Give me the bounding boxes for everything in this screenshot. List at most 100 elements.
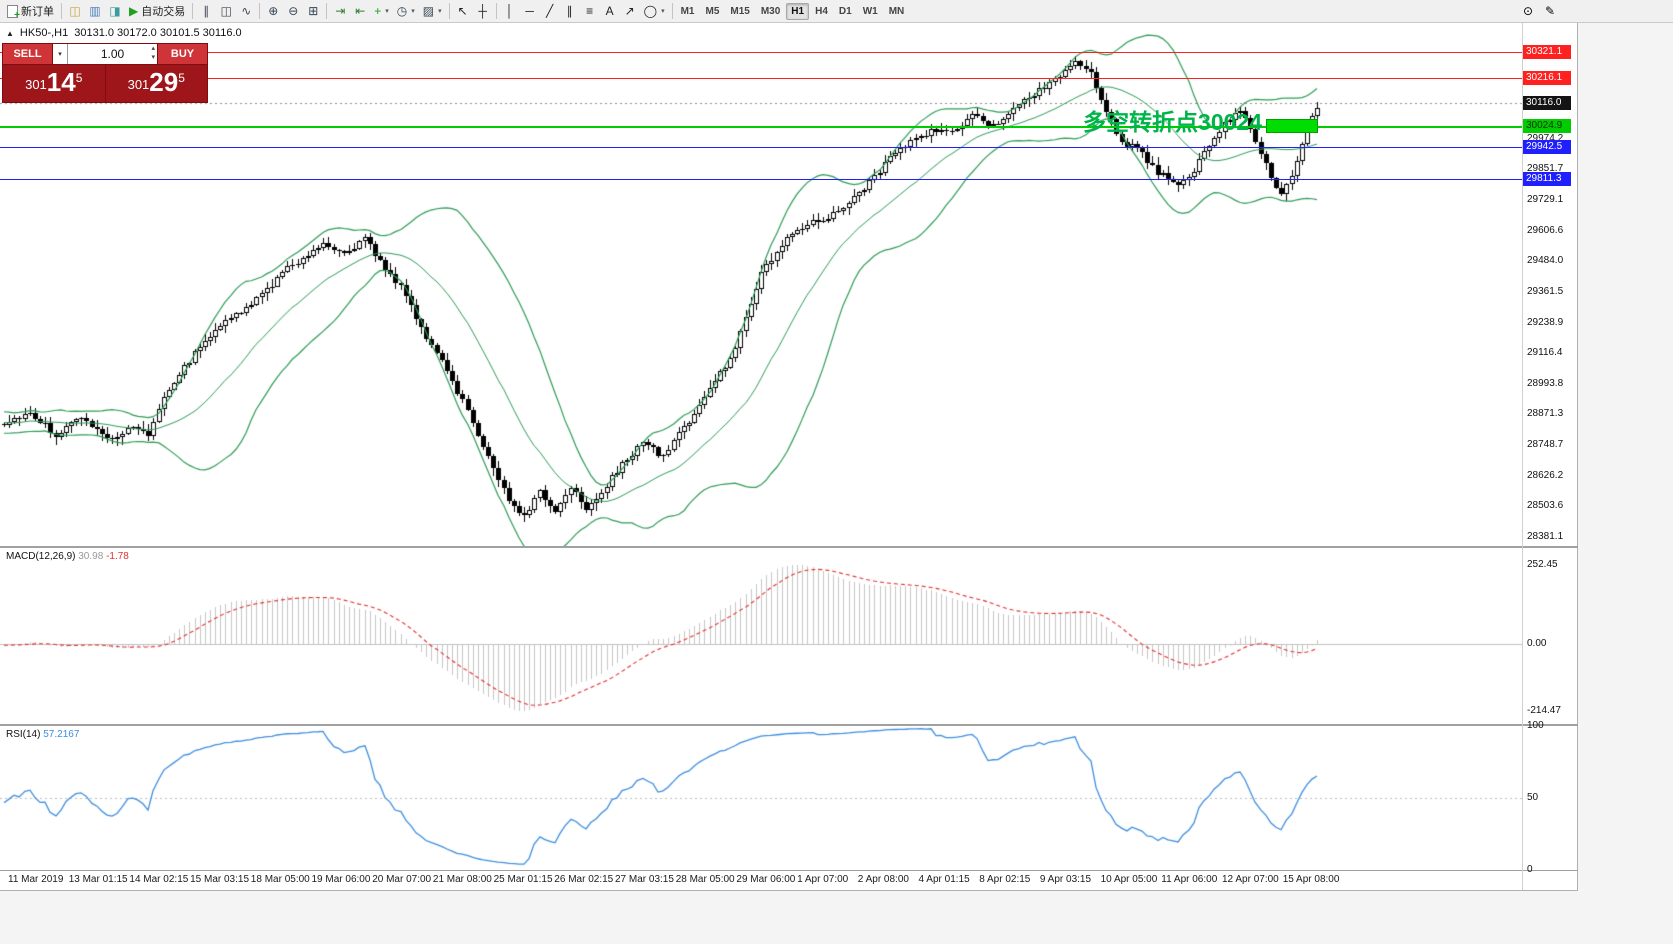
price-chart-canvas[interactable] (0, 23, 1522, 546)
rsi-indicator-label: RSI(14) 57.2167 (6, 729, 79, 740)
lot-spinner[interactable]: ▴ ▾ (151, 45, 155, 63)
new-order-icon: + (7, 4, 20, 20)
resistance-line-2[interactable] (0, 78, 1522, 79)
support-line-1-badge: 29942.5 (1523, 139, 1571, 154)
magnifier-button[interactable]: ⊙ (1518, 1, 1538, 21)
new-chart-button[interactable]: ◫ (65, 1, 85, 21)
panel-separator[interactable] (0, 546, 1578, 548)
timeframe-m30-button[interactable]: M30 (760, 5, 781, 17)
fibonacci-button[interactable]: ≡ (580, 1, 600, 21)
buy-price-display[interactable]: 301 29 5 (106, 65, 208, 102)
lot-dropdown-button[interactable]: ▾ (53, 44, 68, 64)
support-line-1[interactable] (0, 147, 1522, 148)
sell-button[interactable]: SELL (3, 44, 53, 64)
chevron-down-icon: ▾ (58, 51, 62, 58)
indicators-button[interactable]: + ▾ (370, 1, 393, 21)
horizontal-line-button[interactable]: ─ (520, 1, 540, 21)
bar-chart-button[interactable]: ∥ (196, 1, 216, 21)
price-axis[interactable]: 30116.0 29974.2 29851.7 29729.1 29606.6 2948… (1522, 23, 1578, 890)
pivot-line[interactable] (0, 126, 1522, 128)
timeframe-mn-button[interactable]: MN (888, 5, 905, 17)
edit-button[interactable]: ✎ (1540, 1, 1560, 21)
channel-button[interactable]: ∥ (560, 1, 580, 21)
macd-panel-canvas[interactable] (0, 548, 1522, 724)
chevron-down-icon: ▾ (438, 8, 442, 15)
toolbar-separator (61, 3, 62, 19)
price-tick-label: 28381.1 (1527, 531, 1564, 542)
arrow-object-button[interactable]: ↗ (620, 1, 640, 21)
buy-price-big: 29 (149, 67, 179, 97)
periods-button[interactable]: ◷ ▾ (393, 1, 419, 21)
chevron-down-icon: ▾ (661, 8, 665, 15)
chart-objects-layer (0, 23, 1522, 890)
chart-symbol-info: ▲ HK50-,H1 30131.0 30172.0 30101.5 30116… (6, 27, 242, 39)
timeframe-d1-button[interactable]: D1 (838, 5, 852, 17)
support-line-2-badge: 29811.3 (1523, 172, 1571, 187)
resistance-line-1[interactable] (0, 52, 1522, 53)
time-tick-label: 8 Apr 02:15 (979, 874, 1031, 885)
indicators-plus-icon: + (374, 4, 382, 18)
timeframe-w1-button[interactable]: W1 (862, 5, 878, 17)
price-tick-label: 29606.6 (1527, 224, 1564, 236)
time-axis[interactable]: 11 Mar 2019 13 Mar 01:15 14 Mar 02:15 15 Ma… (0, 871, 1522, 890)
timeframe-h4-button[interactable]: H4 (815, 5, 828, 17)
price-tick-label: 29238.9 (1527, 316, 1564, 328)
zoom-in-button[interactable]: ⊕ (263, 1, 283, 21)
time-tick-label: 10 Apr 05:00 (1100, 874, 1158, 885)
auto-scroll-button[interactable]: ⇥ (330, 1, 350, 21)
timeframe-m5-button[interactable]: M5 (705, 5, 720, 17)
one-click-toggle-icon[interactable]: ▲ (6, 28, 14, 38)
zoom-out-button[interactable]: ⊖ (283, 1, 303, 21)
chart-shift-button[interactable]: ⇤ (350, 1, 370, 21)
zoom-in-icon: ⊕ (268, 4, 279, 18)
tile-windows-button[interactable]: ⊞ (303, 1, 323, 21)
text-button[interactable]: A (600, 1, 620, 21)
arrow-object-icon: ↗ (624, 4, 635, 18)
timeframe-h1-button[interactable]: H1 (786, 2, 810, 20)
macd-title: MACD(12,26,9) (6, 551, 76, 562)
template-icon: ▨ (422, 4, 435, 18)
pivot-annotation-text[interactable]: 多空转折点30024 (1083, 109, 1262, 135)
spinner-up-icon[interactable]: ▴ (151, 45, 155, 52)
buy-button[interactable]: BUY (157, 44, 207, 64)
data-window-button[interactable]: ◨ (105, 1, 125, 21)
sell-price-display[interactable]: 301 14 5 (3, 65, 106, 102)
crosshair-button[interactable]: ┼ (473, 1, 493, 21)
text-icon: A (605, 4, 614, 18)
pivot-annotation-rectangle[interactable] (1266, 119, 1318, 133)
templates-button[interactable]: ▨ ▾ (419, 1, 446, 21)
magnifier-icon: ⊙ (1522, 4, 1534, 18)
autotrading-button[interactable]: ▶ 自动交易 (125, 1, 189, 21)
ohlc-values-label: 30131.0 30172.0 30101.5 30116.0 (74, 27, 242, 39)
vertical-line-button[interactable]: │ (500, 1, 520, 21)
time-tick-label: 29 Mar 06:00 (736, 874, 796, 885)
vertical-line-icon: │ (505, 4, 514, 18)
time-tick-label: 13 Mar 01:15 (68, 874, 128, 885)
panel-separator[interactable] (0, 870, 1578, 871)
chart-window: ▲ HK50-,H1 30131.0 30172.0 30101.5 30116… (0, 23, 1673, 944)
new-order-button[interactable]: + 新订单 (3, 1, 58, 21)
line-chart-button[interactable]: ∿ (236, 1, 256, 21)
profiles-button[interactable]: ▥ (85, 1, 105, 21)
channel-icon: ∥ (566, 4, 573, 18)
line-chart-icon: ∿ (241, 4, 252, 18)
spinner-down-icon[interactable]: ▾ (151, 54, 155, 61)
timeframe-m1-button[interactable]: M1 (680, 5, 695, 17)
rsi-tick-label: 0 (1527, 864, 1533, 875)
cursor-button[interactable]: ↖ (453, 1, 473, 21)
lot-size-input[interactable]: 1.00 ▴ ▾ (68, 44, 157, 64)
one-click-top-row: SELL ▾ 1.00 ▴ ▾ BUY (3, 44, 207, 65)
panel-separator[interactable] (0, 724, 1578, 726)
rsi-panel-canvas[interactable] (0, 726, 1522, 870)
candlestick-chart-button[interactable]: ◫ (216, 1, 236, 21)
toolbar-separator (448, 3, 450, 19)
trendline-button[interactable]: ╱ (540, 1, 560, 21)
profiles-icon: ▥ (89, 4, 101, 18)
support-line-2[interactable] (0, 179, 1522, 180)
timeframe-m15-button[interactable]: M15 (730, 5, 750, 17)
shapes-button[interactable]: ◯ ▾ (640, 1, 669, 21)
time-tick-label: 20 Mar 07:00 (372, 874, 432, 885)
lot-value: 1.00 (100, 47, 125, 61)
macd-tick-label: 252.45 (1527, 558, 1558, 570)
